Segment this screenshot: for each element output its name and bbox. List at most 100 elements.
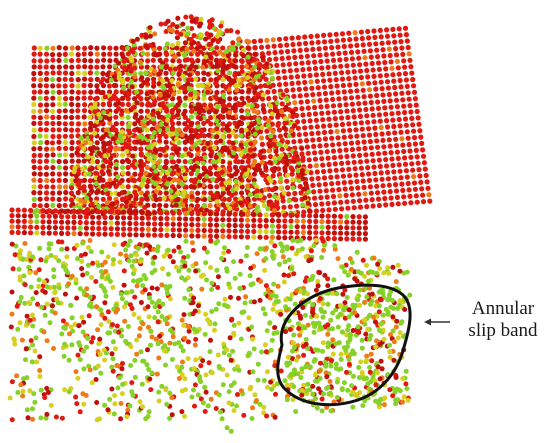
atom — [199, 286, 205, 292]
atom — [369, 106, 375, 112]
atom — [144, 108, 150, 114]
atom — [241, 53, 246, 59]
atom — [214, 33, 220, 39]
atom — [136, 333, 142, 339]
atom — [254, 193, 259, 199]
atom — [133, 232, 139, 238]
atom — [163, 70, 169, 76]
atom — [116, 71, 122, 77]
atom — [145, 215, 151, 221]
atom — [263, 165, 269, 170]
atom — [159, 383, 165, 389]
atom — [239, 190, 245, 196]
atom — [170, 210, 176, 216]
atom — [338, 351, 344, 357]
atom — [221, 197, 227, 202]
atom — [299, 151, 305, 157]
atom — [287, 327, 293, 332]
atom — [193, 177, 199, 183]
atom — [299, 246, 305, 252]
atom — [197, 102, 202, 108]
atom — [251, 228, 257, 235]
atom — [152, 254, 158, 260]
atom — [372, 34, 378, 41]
atom — [363, 197, 369, 203]
atom — [401, 58, 407, 64]
atom — [226, 228, 232, 234]
atom — [345, 387, 351, 393]
atom — [75, 89, 81, 95]
atom — [188, 14, 194, 20]
atom — [201, 245, 207, 251]
atom — [319, 408, 325, 414]
atom — [342, 186, 348, 192]
atom — [136, 315, 142, 321]
atom — [293, 106, 299, 112]
atom — [147, 376, 153, 382]
atom — [282, 259, 288, 265]
atom — [191, 366, 197, 372]
atom — [373, 177, 379, 183]
atom — [191, 18, 197, 24]
atom — [258, 279, 263, 284]
atom — [176, 340, 182, 346]
atom — [88, 51, 94, 57]
atom — [118, 251, 123, 257]
atom — [107, 89, 113, 95]
atom — [232, 72, 238, 78]
atom — [146, 151, 152, 157]
atom — [59, 415, 65, 421]
atom — [69, 133, 75, 139]
atom — [224, 266, 230, 272]
atom — [261, 92, 266, 98]
atom — [367, 369, 373, 375]
atom — [263, 217, 269, 224]
atom — [44, 58, 50, 64]
atom — [359, 126, 365, 132]
atom — [391, 357, 397, 363]
atom — [259, 170, 264, 176]
atom — [382, 395, 388, 401]
atom — [295, 35, 301, 41]
atom — [182, 175, 188, 181]
atom — [213, 406, 219, 411]
atom — [366, 313, 372, 319]
atom — [119, 129, 125, 135]
atom — [141, 80, 147, 86]
atom — [390, 328, 396, 334]
atom — [41, 279, 47, 285]
atom — [108, 226, 114, 232]
atom — [323, 363, 329, 369]
atom — [230, 348, 236, 354]
atom — [280, 194, 286, 200]
atom — [43, 127, 49, 133]
atom — [31, 196, 37, 202]
atom — [207, 170, 213, 176]
atom — [34, 224, 40, 230]
atom — [220, 190, 226, 196]
atom — [247, 82, 253, 88]
atom — [400, 376, 406, 382]
atom — [223, 180, 229, 186]
atom — [331, 64, 337, 70]
atom — [77, 208, 83, 214]
atom — [192, 89, 198, 95]
atom — [163, 362, 168, 368]
atom — [112, 63, 118, 69]
atom — [411, 174, 417, 180]
atom — [333, 122, 339, 128]
atom — [418, 134, 424, 140]
atom — [281, 68, 287, 74]
atom — [37, 354, 43, 360]
atom — [393, 401, 399, 407]
atom — [24, 407, 30, 413]
atom — [272, 325, 278, 330]
atom — [269, 121, 275, 127]
atom — [285, 139, 291, 145]
atom — [278, 185, 284, 191]
atom — [158, 221, 164, 227]
atom — [277, 133, 283, 139]
atom — [403, 168, 409, 174]
atom — [218, 138, 224, 144]
atom — [292, 190, 298, 196]
